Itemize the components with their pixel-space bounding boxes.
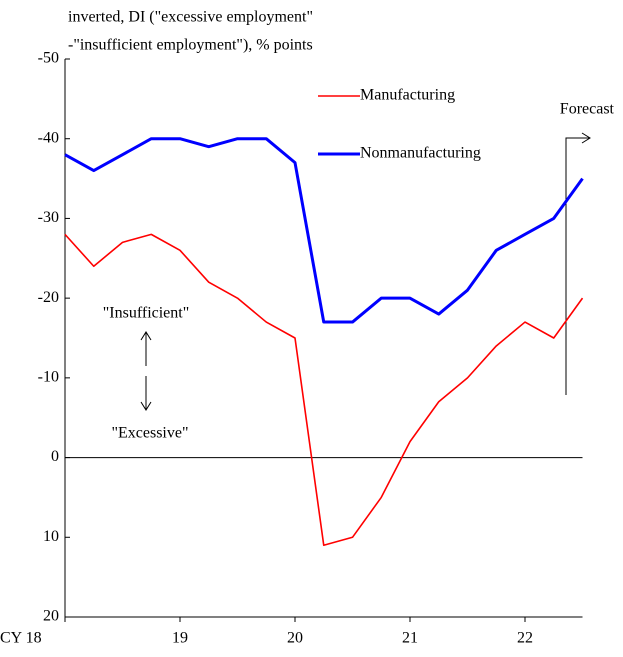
y-tick-label: -50	[38, 50, 59, 67]
y-tick-label: -20	[38, 289, 59, 306]
x-tick-label: 22	[517, 630, 533, 647]
legend-label: Nonmanufacturing	[360, 145, 481, 162]
annotation: Forecast	[560, 101, 615, 118]
y-tick-label: -10	[38, 369, 59, 386]
data-line	[64, 233, 584, 547]
forecast-arrow	[565, 132, 591, 395]
annotation: "Excessive"	[111, 425, 188, 442]
x-tick-label: 21	[402, 630, 418, 647]
x-tick-label: CY 18	[0, 630, 42, 647]
annotation: "Insufficient"	[103, 305, 190, 322]
data-line	[64, 137, 584, 324]
x-tick-label: 19	[172, 630, 188, 647]
annotation-arrows	[140, 132, 591, 411]
y-axis-label: inverted, DI ("excessive employment"	[68, 9, 313, 26]
y-tick-label: -40	[38, 129, 59, 146]
y-tick-label: 20	[43, 608, 59, 625]
y-tick-label: 10	[43, 528, 59, 545]
y-tick-label: 0	[51, 448, 59, 465]
y-tick-label: -30	[38, 209, 59, 226]
y-axis-label: -"insufficient employment"), % points	[68, 37, 313, 54]
down-arrow	[140, 376, 152, 411]
x-tick-label: 20	[287, 630, 303, 647]
legend-label: Manufacturing	[360, 87, 455, 104]
up-arrow	[140, 331, 152, 366]
